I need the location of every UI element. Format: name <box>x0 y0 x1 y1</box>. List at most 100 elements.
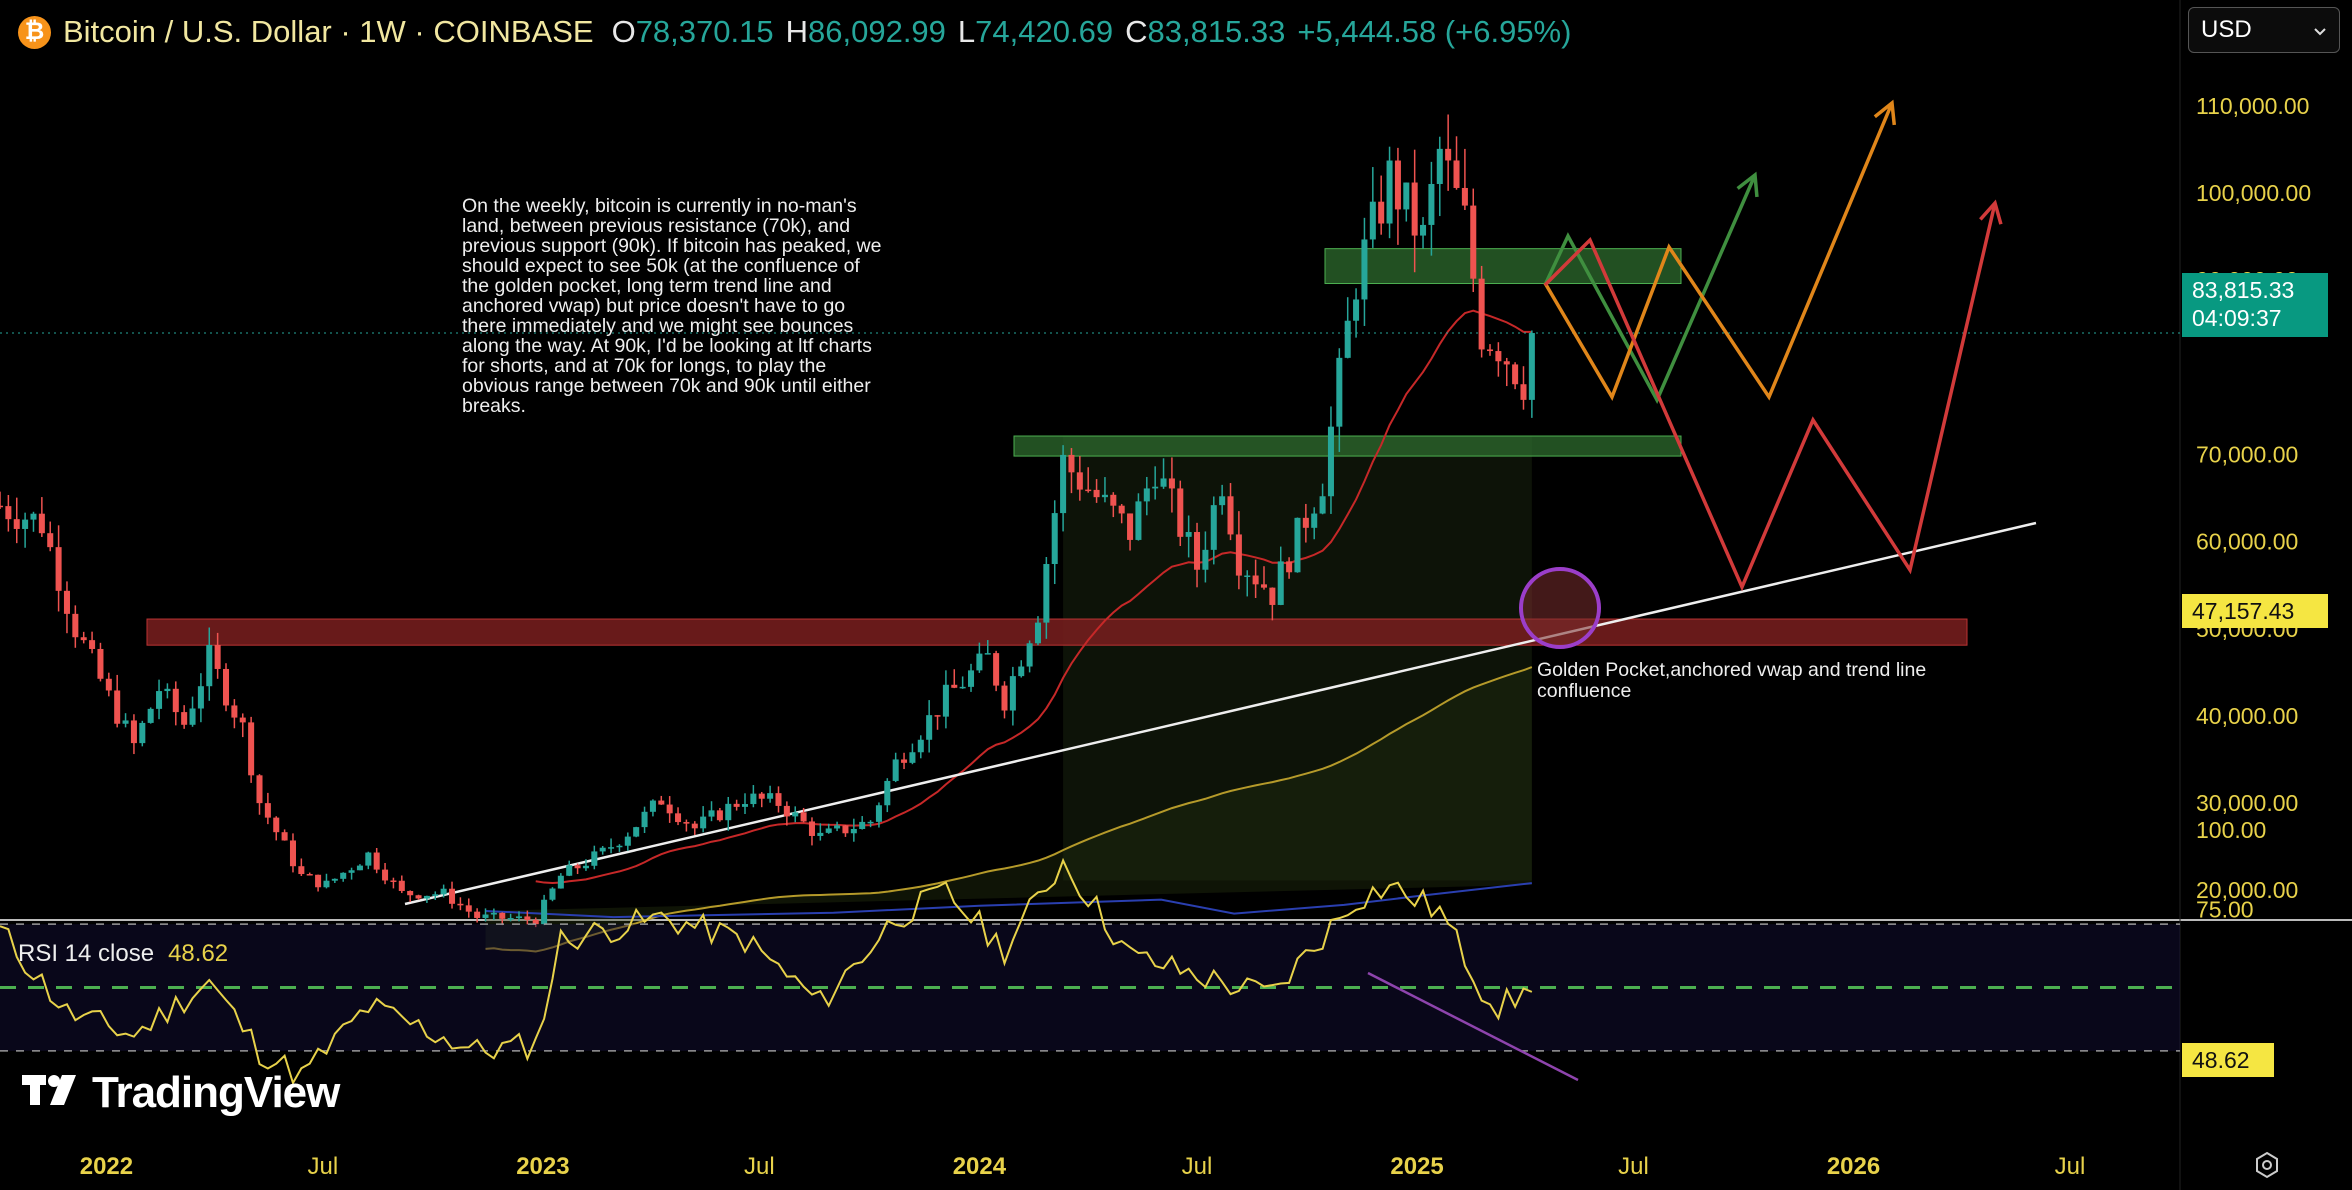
candle-body <box>1378 201 1385 224</box>
candle-body <box>926 715 933 740</box>
candle-body <box>1168 478 1175 489</box>
candle-body <box>248 722 255 776</box>
candle-body <box>407 890 414 896</box>
candle-body <box>465 905 472 912</box>
candle-body <box>892 759 899 781</box>
rsi-legend-value: 48.62 <box>168 940 229 967</box>
tradingview-wordmark: TradingView <box>92 1068 340 1117</box>
tradingview-logo[interactable]: TradingView <box>22 1068 340 1118</box>
time-axis-label: 2024 <box>953 1153 1007 1180</box>
candle-body <box>917 739 924 753</box>
candle-body <box>515 916 523 919</box>
chart-header: ₿ Bitcoin / U.S. Dollar · 1W · COINBASE … <box>18 14 1571 50</box>
time-axis-label: Jul <box>744 1153 775 1180</box>
candle-body <box>490 912 497 915</box>
candle-body <box>850 828 857 834</box>
candle-body <box>1110 494 1117 506</box>
time-axis-label: 2026 <box>1827 1153 1880 1180</box>
candle-body <box>993 653 1000 686</box>
candle-body <box>499 912 506 919</box>
candle-body <box>340 872 347 879</box>
candle-body <box>63 590 70 614</box>
candle-body <box>281 832 288 841</box>
candle-body <box>47 533 54 548</box>
candle-body <box>1093 489 1100 498</box>
candle-body <box>214 644 221 669</box>
candle-body <box>1127 513 1134 540</box>
symbol-title[interactable]: Bitcoin / U.S. Dollar · 1W · COINBASE <box>63 14 594 49</box>
candle-body <box>1302 517 1309 528</box>
candle-body <box>842 825 849 834</box>
candle-body <box>331 878 338 881</box>
candle-body <box>1026 643 1033 667</box>
golden-pocket-note[interactable]: Golden Pocket,anchored vwap and trend li… <box>1537 659 1927 702</box>
projection-path-green <box>1543 174 1757 404</box>
candle-body <box>1143 488 1150 502</box>
candle-body <box>1043 564 1050 623</box>
candle-body <box>1445 148 1452 161</box>
golden-pocket-circle <box>1519 567 1601 649</box>
candle-body <box>231 705 238 718</box>
candle-body <box>1461 187 1468 206</box>
candle-body <box>582 865 589 869</box>
candle-body <box>1361 239 1368 300</box>
candle-body <box>323 880 330 888</box>
time-axis-label: 2023 <box>516 1153 569 1180</box>
candle-body <box>624 836 631 846</box>
high-key: H <box>785 14 808 49</box>
candle-body <box>1177 488 1184 537</box>
candle-body <box>181 712 188 725</box>
candle-body <box>206 644 213 687</box>
ema-line <box>535 309 1532 884</box>
candle-body <box>1277 561 1284 605</box>
last-price-value: 83,815.33 <box>2192 277 2295 303</box>
candle-body <box>156 691 163 709</box>
candle-body <box>1018 666 1025 677</box>
candle-body <box>691 823 698 829</box>
candle-body <box>172 688 179 713</box>
candle-body <box>1520 384 1527 400</box>
candle-body <box>415 895 422 899</box>
candle-body <box>382 869 389 881</box>
rsi-band <box>0 924 2180 1051</box>
currency-value: USD <box>2201 16 2252 43</box>
candle-body <box>457 903 464 906</box>
candle-body <box>89 640 96 649</box>
candle-body <box>273 817 280 833</box>
projection-path-orange-arrowhead <box>1873 99 1897 126</box>
rsi-legend[interactable]: RSI 14 close 48.62 <box>18 940 228 968</box>
candle-body <box>1453 160 1460 188</box>
candle-body <box>348 870 355 873</box>
candle-body <box>700 816 707 829</box>
time-axis-label: Jul <box>1182 1153 1213 1180</box>
rsi-axis-label: 100.00 <box>2196 817 2266 843</box>
candle-body <box>675 813 682 823</box>
open-value: 78,370.15 <box>635 14 774 49</box>
candle-body <box>1076 472 1083 490</box>
candle-body <box>875 805 882 822</box>
candle-body <box>959 686 966 689</box>
projection-path-green-arrowhead <box>1736 171 1759 198</box>
currency-select[interactable]: USD <box>2188 7 2340 53</box>
analysis-note[interactable]: On the weekly, bitcoin is currently in n… <box>462 195 882 417</box>
candle-body <box>1194 532 1201 570</box>
close-key: C <box>1125 14 1148 49</box>
projection-path-orange <box>1543 102 1894 402</box>
candle-body <box>541 899 548 925</box>
last-price-badge: 83,815.33 04:09:37 <box>2182 273 2328 337</box>
settings-icon[interactable] <box>2252 1150 2282 1185</box>
candle-body <box>1101 494 1108 498</box>
candle-body <box>658 800 665 805</box>
candle-body <box>1386 160 1393 224</box>
candle-body <box>708 810 715 817</box>
candle-body <box>289 840 296 867</box>
candle-body <box>649 800 656 812</box>
candle-body <box>1512 364 1519 385</box>
candle-body <box>30 513 37 520</box>
candle-body <box>775 793 782 806</box>
rsi-value-badge: 48.62 <box>2182 1043 2274 1077</box>
candle-body <box>423 895 430 899</box>
candle-body <box>859 821 866 829</box>
candle-body <box>189 708 196 725</box>
